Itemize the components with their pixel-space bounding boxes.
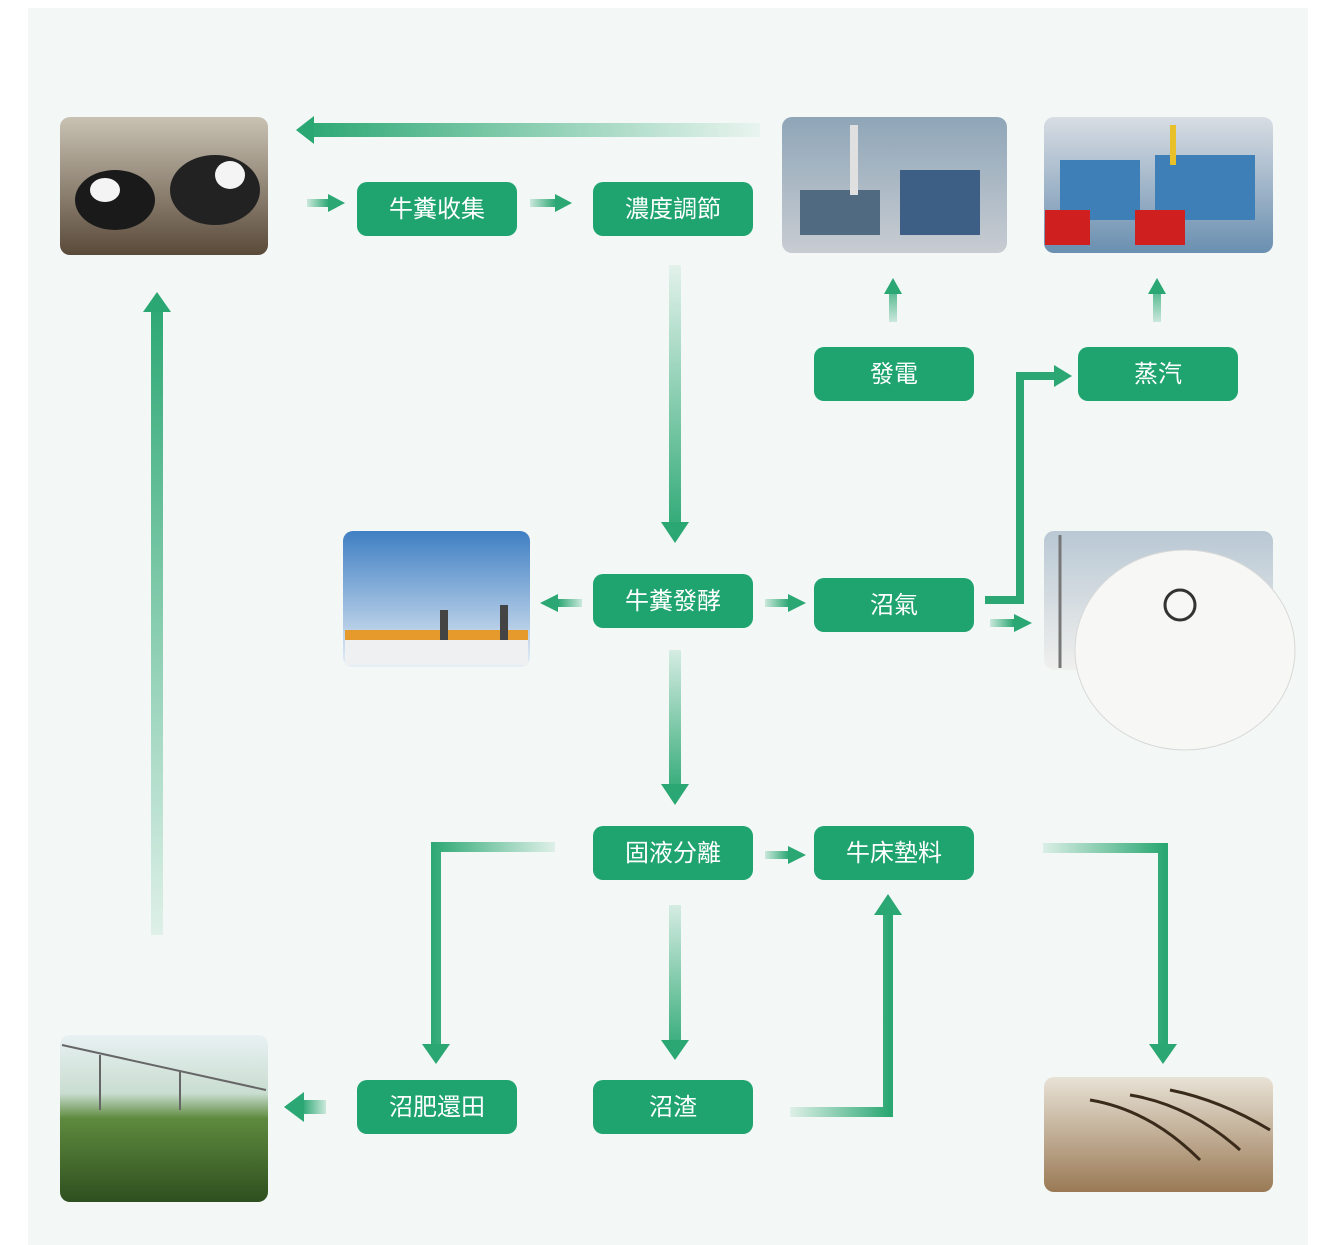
node-label: 蒸汽: [1134, 360, 1182, 388]
photo-digester: [343, 531, 530, 667]
node-label: 固液分離: [625, 839, 721, 867]
node-label: 沼氣: [870, 591, 918, 619]
node-label: 沼渣: [649, 1093, 697, 1121]
diagram: 牛糞收集 濃度調節發電 蒸汽牛糞發酵 沼氣固液分離 牛床墊料沼肥還田 沼渣: [0, 0, 1325, 1245]
node-label: 牛床墊料: [846, 839, 942, 867]
photo-irrigation: [60, 1035, 268, 1202]
node-label: 濃度調節: [625, 195, 721, 223]
node-label: 發電: [870, 360, 918, 388]
photo-stalls: [1044, 1077, 1273, 1192]
node-label: 沼肥還田: [389, 1093, 485, 1121]
photo-boiler: [1044, 117, 1273, 253]
node-label: 牛糞發酵: [625, 587, 721, 615]
node-label: 牛糞收集: [389, 195, 485, 223]
photo-cows: [60, 117, 268, 255]
photo-generator: [782, 117, 1007, 253]
